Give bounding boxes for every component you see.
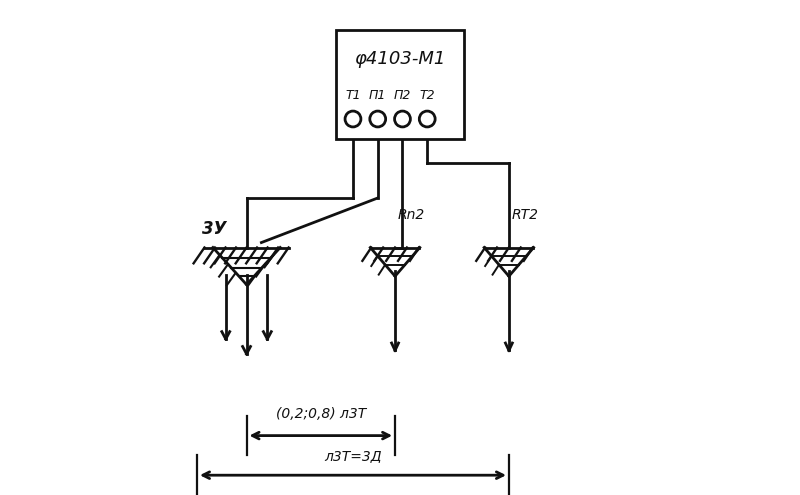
Text: л3Т=3Д: л3Т=3Д <box>324 449 382 463</box>
Text: П2: П2 <box>394 89 411 101</box>
Text: T1: T1 <box>345 89 361 101</box>
Text: φ4103-M1: φ4103-M1 <box>354 50 446 68</box>
Bar <box>336 30 464 139</box>
Text: RT2: RT2 <box>511 208 538 222</box>
Circle shape <box>394 111 410 127</box>
Circle shape <box>370 111 386 127</box>
Text: T2: T2 <box>419 89 435 101</box>
Circle shape <box>419 111 435 127</box>
Text: (0,2;0,8) л3Т: (0,2;0,8) л3Т <box>276 407 366 421</box>
Text: Rn2: Rn2 <box>398 208 425 222</box>
Circle shape <box>345 111 361 127</box>
Text: П1: П1 <box>369 89 386 101</box>
Text: 3У: 3У <box>202 220 226 238</box>
